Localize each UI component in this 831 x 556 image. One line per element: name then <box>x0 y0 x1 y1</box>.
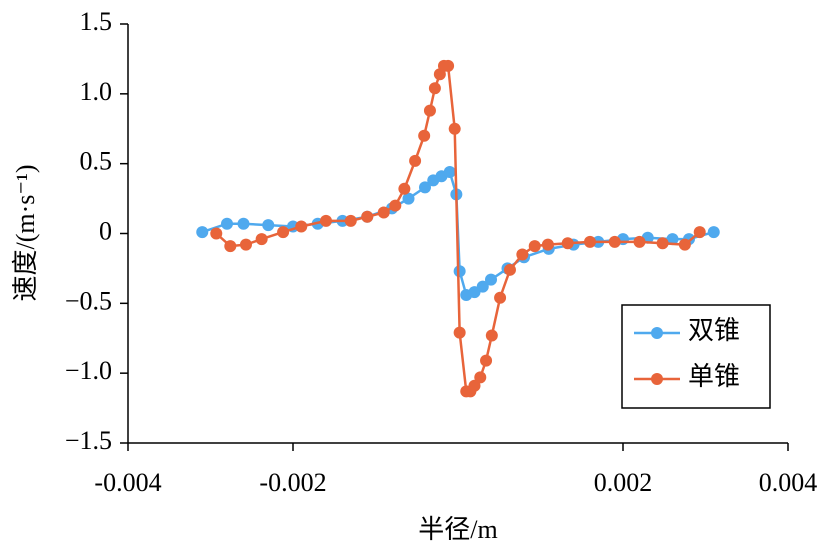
data-point <box>344 214 357 227</box>
x-tick-label: -0.004 <box>94 468 161 497</box>
data-point <box>361 210 374 223</box>
data-point <box>608 235 621 248</box>
data-point <box>443 166 456 179</box>
data-point <box>210 227 223 240</box>
legend-marker <box>651 373 663 385</box>
data-point <box>707 226 720 239</box>
y-tick-label: 1.0 <box>80 77 113 106</box>
data-point <box>528 240 541 253</box>
legend-label: 双锥 <box>688 316 740 345</box>
y-tick-label: −1.5 <box>65 426 112 455</box>
data-point <box>561 237 574 250</box>
data-point <box>295 220 308 233</box>
y-tick-label: 0 <box>99 216 112 245</box>
data-point <box>237 217 250 230</box>
data-point <box>541 238 554 251</box>
data-point <box>485 273 497 286</box>
data-point <box>485 329 498 342</box>
data-point <box>656 237 669 250</box>
data-point <box>453 326 466 339</box>
data-point <box>453 265 466 278</box>
y-tick-label: −1.0 <box>65 356 112 385</box>
data-point <box>224 240 237 253</box>
data-point <box>633 235 646 248</box>
data-point <box>666 233 679 246</box>
data-point <box>320 214 332 227</box>
data-point <box>389 199 402 212</box>
x-axis-label: 半径/m <box>418 515 497 544</box>
legend-marker <box>651 327 663 339</box>
data-point <box>423 104 436 117</box>
data-point <box>398 182 411 195</box>
legend-label: 单锥 <box>688 362 740 391</box>
data-point <box>678 238 691 251</box>
legend-box <box>621 304 771 409</box>
x-tick-label: 0.004 <box>759 468 818 497</box>
x-tick-label: 0.002 <box>594 468 653 497</box>
data-point <box>409 154 422 167</box>
data-point <box>277 226 290 239</box>
data-point <box>377 206 390 219</box>
data-point <box>402 192 415 205</box>
data-point <box>419 181 431 194</box>
y-tick-label: −0.5 <box>65 286 112 315</box>
data-point <box>474 371 487 384</box>
data-point <box>584 235 596 248</box>
data-point <box>255 233 268 246</box>
data-point <box>221 217 233 230</box>
data-point <box>418 129 431 142</box>
data-point <box>494 291 507 304</box>
y-tick-label: 0.5 <box>80 147 113 176</box>
data-point <box>442 59 455 72</box>
data-point <box>476 280 489 293</box>
y-axis-label: 速度/(m·s⁻¹) <box>11 164 40 301</box>
data-point <box>239 238 252 251</box>
data-point <box>262 219 275 232</box>
data-point <box>448 122 461 135</box>
y-tick-label: 1.5 <box>80 7 113 36</box>
data-point <box>468 379 481 392</box>
x-tick-label: -0.002 <box>259 468 326 497</box>
data-point <box>428 82 441 95</box>
data-point <box>516 248 529 261</box>
data-point <box>693 226 706 239</box>
data-point <box>503 263 516 276</box>
data-point <box>196 226 209 239</box>
data-point <box>480 354 493 367</box>
